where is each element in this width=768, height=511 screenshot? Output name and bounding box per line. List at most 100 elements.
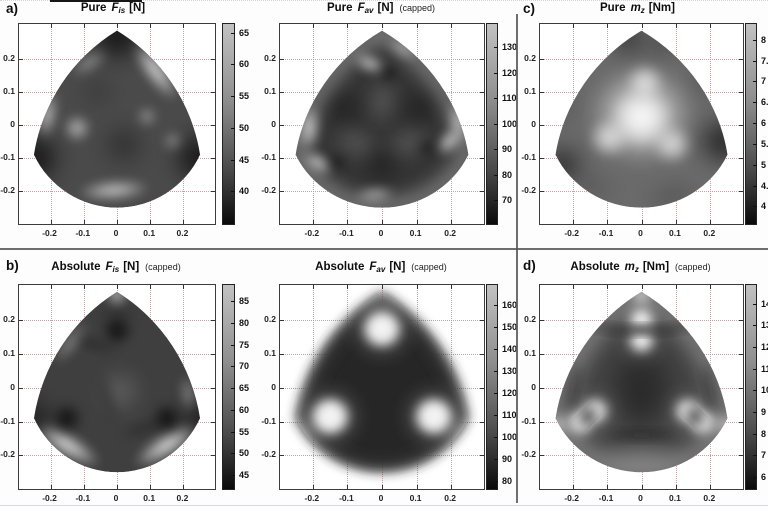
tick-mark-right (211, 354, 215, 356)
tick-mark-left (540, 190, 544, 192)
colorbar-tick-label: 60 (239, 59, 250, 70)
heatmap-abs-mz (555, 291, 728, 473)
x-tick-label: 0.2 (703, 228, 716, 238)
tick-mark-top (347, 285, 349, 289)
tick-mark-bottom (83, 220, 85, 224)
colorbar-tick (753, 368, 757, 370)
x-tick-label: 0.1 (143, 228, 156, 238)
colorbar-tick (753, 143, 757, 145)
plot-title: Pure Fis [N] (18, 2, 214, 15)
colorbar-tick (753, 102, 757, 104)
tick-mark-bottom (347, 220, 349, 224)
y-tick-label: 0 (271, 118, 276, 129)
tick-mark-top (641, 285, 643, 289)
tick-mark-bottom (382, 485, 383, 489)
tick-mark-right (211, 421, 215, 423)
colorbar-tick (753, 123, 757, 124)
title-unit: [N] (123, 261, 140, 273)
colorbar-tick (753, 477, 757, 479)
tick-mark-right (211, 387, 215, 389)
colorbar-tick-label: 14 (761, 298, 768, 309)
tick-mark-right (211, 58, 215, 60)
colorbar-tick-label: 110 (502, 410, 517, 421)
y-tick-label: -0.1 (261, 415, 276, 426)
tick-mark-right (480, 58, 484, 60)
title-prefix: Absolute (315, 261, 365, 273)
tick-mark-top (572, 24, 574, 28)
title-capped-note: (capped) (145, 262, 181, 272)
tick-mark-top (451, 24, 453, 28)
tick-mark-bottom (607, 485, 609, 489)
colorbar-tick-label: 110 (502, 93, 517, 104)
x-tick-label: 0.1 (409, 228, 422, 238)
plot-title: Absolute Fav [N] (capped) (279, 261, 483, 274)
colorbar-tick (494, 72, 498, 74)
tick-mark-bottom (572, 485, 574, 489)
plot-area-pure-fis (18, 23, 216, 225)
tick-mark-bottom (416, 220, 418, 224)
tick-mark-left (540, 157, 544, 159)
colorbar-tick (494, 47, 498, 49)
colorbar-tick-label: 4 (761, 201, 767, 212)
x-tick-label: -0.1 (75, 493, 91, 503)
x-tick-label: 0 (113, 493, 119, 503)
plot-area-pure-fav (279, 23, 485, 225)
tick-mark-right (211, 157, 215, 159)
colorbar-tick-label: 50 (239, 448, 250, 459)
colorbar-tick-label: 80 (502, 169, 513, 180)
column-divider-line (516, 14, 518, 503)
x-tick-label: -0.1 (339, 228, 354, 238)
colorbar-tick (231, 474, 235, 476)
colorbar-tick-label: 6 (761, 472, 767, 483)
tick-mark-bottom (312, 220, 314, 224)
title-subscript: is (118, 6, 126, 15)
tick-mark-bottom (150, 485, 152, 489)
x-tick-label: -0.1 (339, 493, 354, 503)
colorbar (745, 284, 757, 490)
colorbar-tick-label: 7 (761, 450, 767, 461)
tick-mark-bottom (416, 485, 418, 489)
tick-mark-top (607, 24, 609, 28)
colorbar (745, 23, 757, 225)
colorbar-tick (494, 481, 498, 483)
colorbar-tick (231, 96, 235, 98)
x-tick-label: 0.2 (176, 493, 189, 503)
colorbar-tick (231, 159, 235, 161)
x-tick-label: -0.2 (304, 493, 320, 503)
title-symbol: F (105, 261, 113, 273)
tick-mark-right (739, 320, 743, 322)
tick-mark-top (117, 285, 118, 289)
colorbar-tick-label: 10 (761, 385, 768, 396)
tick-mark-bottom (675, 485, 677, 489)
colorbar-tick (231, 127, 235, 129)
colorbar-tick-label: 40 (239, 186, 250, 197)
colorbar-tick-label: 90 (502, 144, 513, 155)
tick-mark-top (710, 285, 712, 289)
tick-mark-right (739, 157, 743, 159)
panel-d-abs-mz: d) Absolute mz [Nm] (capped) -0.2 -0.1 0 0.1 0.2 0… (517, 255, 768, 511)
colorbar-tick (753, 346, 757, 348)
tick-mark-top (451, 285, 453, 289)
x-tick-label: 0 (378, 228, 384, 238)
tick-mark-bottom (641, 485, 643, 489)
colorbar-tick (753, 433, 757, 435)
title-capped-note: (capped) (411, 262, 447, 272)
colorbar-tick (494, 327, 498, 328)
scan-artifact-bottom-line (0, 505, 768, 506)
x-tick-label: 0 (638, 493, 643, 503)
colorbar-tick (231, 344, 235, 346)
colorbar-tick-label: 6.5 (761, 97, 768, 108)
colorbar-tick (494, 459, 498, 461)
y-tick-label: 0 (531, 118, 536, 129)
tick-mark-right (211, 190, 215, 192)
tick-mark-left (19, 58, 23, 60)
colorbar-tick (753, 303, 757, 305)
tick-mark-left (280, 124, 284, 126)
colorbar-tick-label: 75 (239, 339, 250, 350)
colorbar-tick (231, 32, 235, 34)
colorbar-tick (494, 123, 498, 125)
tick-mark-top (675, 285, 677, 289)
tick-mark-right (739, 124, 743, 126)
y-tick-label: 0.2 (524, 314, 536, 325)
